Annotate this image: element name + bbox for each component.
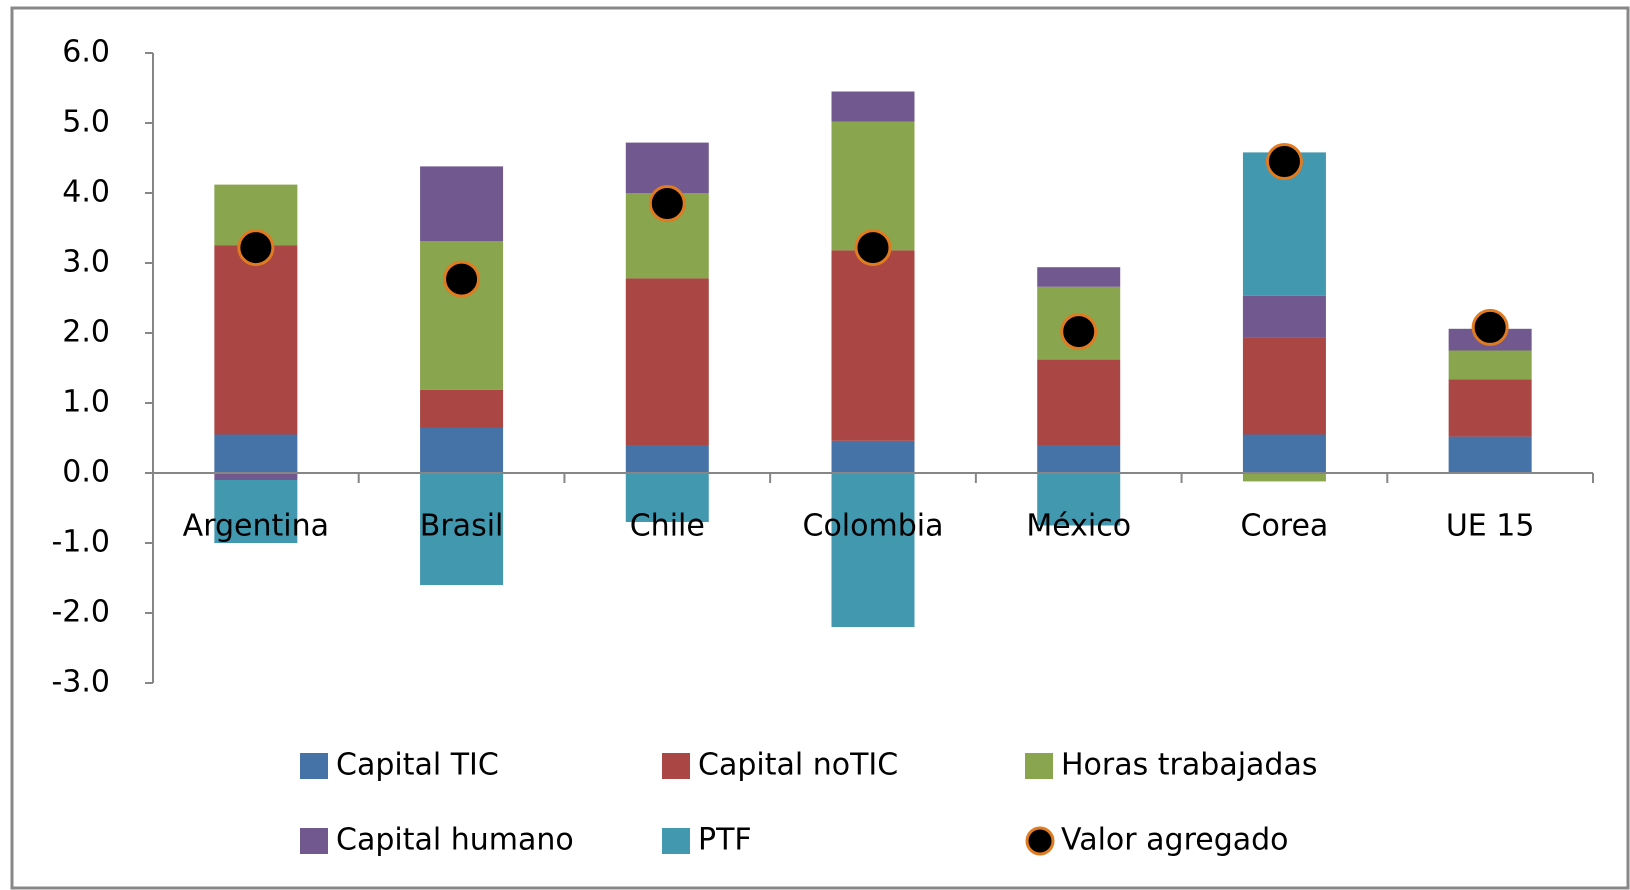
legend-marker bbox=[662, 753, 690, 779]
bar-segment bbox=[625, 142, 709, 193]
legend-label: Capital TIC bbox=[336, 748, 499, 783]
bar-segment bbox=[831, 121, 915, 251]
x-tick-label: Chile bbox=[630, 509, 705, 544]
bar-segment bbox=[1448, 379, 1532, 437]
bar-segment bbox=[1037, 473, 1121, 526]
y-tick-label: 5.0 bbox=[62, 105, 110, 140]
bar-segment bbox=[420, 389, 504, 428]
x-tick-label: UE 15 bbox=[1446, 509, 1535, 544]
bar-segment bbox=[625, 445, 709, 473]
bar-segment bbox=[420, 166, 504, 242]
dots bbox=[237, 143, 1509, 351]
bar-segment bbox=[831, 91, 915, 122]
bar-segment bbox=[1448, 350, 1532, 380]
value-point bbox=[237, 229, 275, 267]
legend-label: PTF bbox=[698, 823, 752, 858]
y-tick-label: 3.0 bbox=[62, 245, 110, 280]
bar-segment bbox=[1037, 267, 1121, 287]
bar-segment bbox=[1242, 434, 1326, 473]
legend-marker bbox=[1025, 753, 1053, 779]
bar-segment bbox=[625, 278, 709, 445]
y-tick-label: 4.0 bbox=[62, 175, 110, 210]
y-tick-label: -1.0 bbox=[51, 525, 110, 560]
bar-segment bbox=[1037, 445, 1121, 473]
legend-marker bbox=[300, 828, 328, 854]
axes: -3.0 -2.0 -1.0 0.0 1.0 2.0 3.0 4.0 5.0 6.0 bbox=[51, 35, 1594, 700]
y-tick-label: 6.0 bbox=[62, 35, 110, 70]
y-tick-label: 0.0 bbox=[62, 455, 110, 490]
labels: Argentina Brasil Chile Colombia México Corea U… bbox=[183, 509, 1535, 544]
bar-segment bbox=[420, 473, 504, 585]
x-tick-label: Brasil bbox=[420, 509, 504, 544]
y-tick-label: 1.0 bbox=[62, 385, 110, 420]
bar-segment bbox=[214, 245, 298, 435]
bar-segment bbox=[214, 434, 298, 473]
legend-label: Capital humano bbox=[336, 823, 574, 858]
legend-label: Capital noTIC bbox=[698, 748, 898, 783]
bar-segment bbox=[1448, 436, 1532, 473]
y-tick-label: -2.0 bbox=[51, 595, 110, 630]
value-point bbox=[1060, 313, 1098, 351]
bar-segment bbox=[831, 473, 915, 627]
legend-marker bbox=[662, 828, 690, 854]
legend-marker bbox=[300, 753, 328, 779]
legend-marker bbox=[1025, 826, 1055, 856]
y-tick-label: 2.0 bbox=[62, 315, 110, 350]
value-point bbox=[1471, 308, 1509, 346]
bar-segment bbox=[1037, 359, 1121, 445]
value-point bbox=[1265, 143, 1303, 180]
bar-segment bbox=[831, 250, 915, 441]
bar-segment bbox=[625, 473, 709, 522]
value-point bbox=[443, 260, 481, 298]
y-tick-label: -3.0 bbox=[51, 665, 110, 700]
legend-label: Horas trabajadas bbox=[1061, 748, 1317, 783]
bar-segment bbox=[214, 473, 298, 480]
x-tick-label: Argentina bbox=[183, 509, 329, 544]
x-tick-label: Corea bbox=[1241, 509, 1329, 544]
x-tick-label: Colombia bbox=[803, 509, 944, 544]
bar-segment bbox=[831, 440, 915, 473]
value-point bbox=[648, 185, 686, 222]
x-tick-label: México bbox=[1026, 509, 1131, 544]
value-point bbox=[854, 229, 892, 267]
bar-segment bbox=[1242, 295, 1326, 338]
bar-segment bbox=[420, 427, 504, 473]
legend: Capital TIC Capital noTIC Horas trabajadas… bbox=[300, 748, 1317, 858]
bar-segment bbox=[1242, 473, 1326, 482]
legend-label: Valor agregado bbox=[1061, 823, 1289, 858]
bar-segment bbox=[214, 480, 298, 543]
bar-segment bbox=[1242, 337, 1326, 435]
